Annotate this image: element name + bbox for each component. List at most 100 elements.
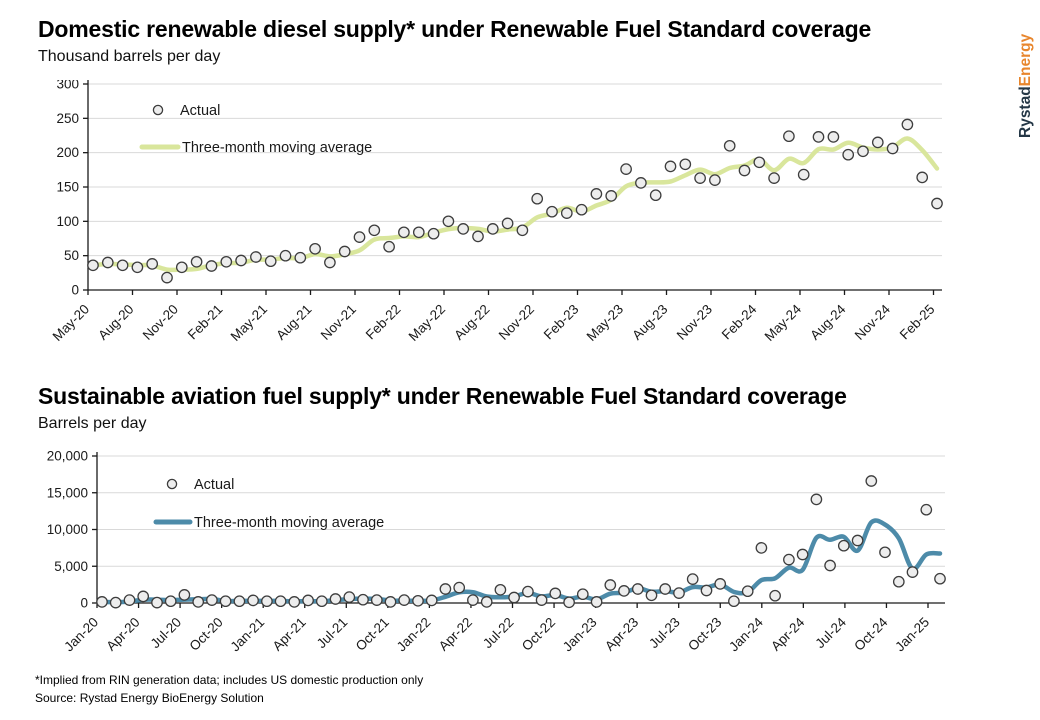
data-point — [664, 160, 677, 173]
data-point — [522, 585, 534, 598]
x-tick-label: May-23 — [584, 302, 626, 344]
x-tick-label: Jul-24 — [812, 614, 849, 651]
moving-average-line — [90, 136, 940, 273]
data-point — [302, 594, 314, 607]
data-point — [247, 594, 259, 607]
data-point — [851, 534, 864, 547]
data-point — [250, 251, 262, 263]
data-point — [865, 475, 878, 487]
data-point — [741, 585, 754, 598]
data-point — [516, 224, 529, 237]
y-tick-label: 200 — [56, 145, 79, 160]
data-point — [384, 596, 397, 608]
data-point — [546, 205, 558, 218]
x-tick-label: Jul-20 — [148, 615, 185, 652]
y-tick-label: 300 — [56, 80, 79, 92]
data-point — [220, 255, 233, 268]
x-tick-label: Feb-23 — [541, 302, 582, 343]
data-point — [714, 578, 727, 590]
y-tick-label: 150 — [56, 180, 79, 195]
data-point — [549, 587, 562, 600]
x-tick-label: Jul-23 — [646, 615, 683, 652]
x-tick-label: May-24 — [762, 301, 805, 344]
data-point — [357, 593, 369, 606]
data-point — [425, 594, 438, 607]
legend-moving-average-label: Three-month moving average — [194, 515, 384, 531]
x-tick-label: Jan-20 — [61, 615, 101, 655]
data-point — [590, 188, 603, 200]
data-point — [137, 590, 150, 603]
data-point — [178, 589, 191, 601]
x-tick-label: Jan-24 — [726, 614, 766, 654]
data-point — [161, 271, 173, 284]
data-point — [769, 589, 781, 602]
data-point — [723, 139, 736, 152]
data-point — [920, 503, 933, 516]
moving-average-line — [99, 518, 943, 605]
data-point — [700, 584, 713, 597]
data-point — [576, 588, 589, 601]
data-point — [383, 240, 395, 253]
data-point — [427, 227, 440, 240]
data-point — [605, 190, 618, 202]
data-point — [315, 595, 328, 608]
x-tick-label: Aug-20 — [95, 302, 136, 343]
data-point — [164, 595, 177, 608]
data-point — [116, 259, 129, 272]
x-tick-label: Apr-21 — [270, 615, 309, 654]
data-point — [563, 596, 575, 609]
data-point — [205, 260, 218, 272]
x-tick-label: Feb-22 — [363, 302, 404, 343]
data-point — [686, 573, 699, 585]
data-point — [123, 594, 136, 606]
data-point — [797, 168, 810, 181]
data-point — [645, 589, 658, 602]
data-point — [916, 171, 929, 184]
logo-energy-text: Energy — [1017, 33, 1034, 87]
data-point — [87, 259, 99, 272]
data-point — [755, 542, 768, 554]
data-point — [338, 245, 351, 258]
data-point — [324, 256, 336, 269]
data-point — [261, 595, 273, 608]
x-tick-label: Apr-22 — [436, 615, 475, 654]
y-tick-label: 20,000 — [47, 449, 88, 464]
data-point — [842, 148, 855, 161]
data-point — [233, 595, 246, 608]
data-point — [190, 255, 203, 268]
data-point — [679, 158, 692, 171]
data-point — [288, 596, 301, 608]
data-point — [892, 575, 905, 588]
data-point — [480, 596, 493, 608]
y-tick-label: 5,000 — [54, 559, 88, 574]
data-point — [398, 226, 410, 239]
data-point — [274, 595, 287, 608]
data-point — [109, 596, 122, 609]
y-tick-label: 0 — [80, 596, 88, 611]
data-point — [901, 118, 914, 131]
data-point — [368, 224, 381, 237]
data-point — [934, 572, 946, 585]
data-point — [370, 594, 383, 606]
data-point — [501, 217, 514, 230]
data-point — [673, 587, 685, 599]
data-point — [264, 255, 277, 268]
data-point — [398, 594, 411, 606]
legend-actual-marker-icon — [166, 478, 178, 490]
rystad-energy-logo: RystadEnergy — [1017, 14, 1035, 138]
x-tick-label: Feb-24 — [719, 301, 760, 342]
x-tick-label: Apr-20 — [103, 615, 142, 654]
data-point — [219, 595, 232, 608]
x-tick-label: Aug-24 — [807, 301, 849, 343]
data-point — [871, 136, 884, 149]
renewable-diesel-chart-title: Domestic renewable diesel supply* under … — [38, 16, 872, 42]
legend-actual-marker-icon — [152, 104, 164, 116]
data-point — [810, 493, 823, 506]
x-tick-label: Nov-22 — [496, 302, 537, 343]
saf-chart-unit: Barrels per day — [38, 415, 147, 432]
data-point — [649, 189, 662, 202]
x-tick-label: May-21 — [228, 302, 270, 344]
data-point — [827, 131, 840, 143]
